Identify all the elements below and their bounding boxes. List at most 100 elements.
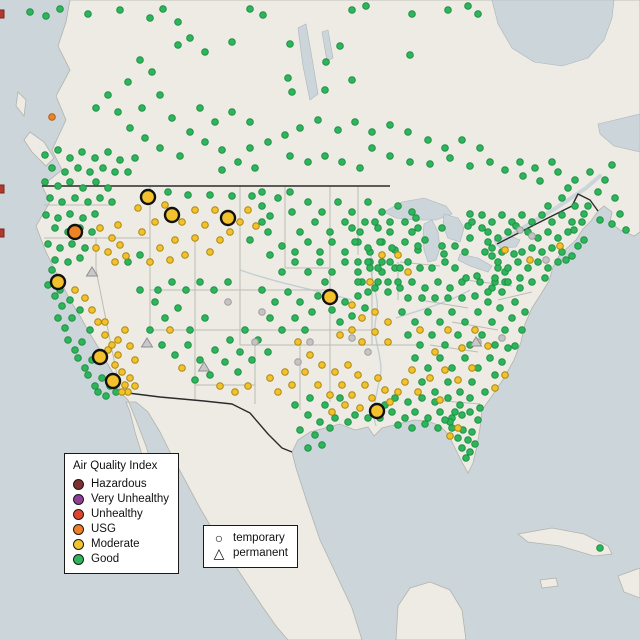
- station-dot-good[interactable]: [386, 228, 394, 236]
- station-dot-moderate[interactable]: [444, 326, 452, 334]
- station-dot-good[interactable]: [596, 544, 604, 552]
- station-dot-good[interactable]: [246, 144, 254, 152]
- station-dot-moderate[interactable]: [181, 251, 189, 259]
- station-dot-good[interactable]: [474, 10, 482, 18]
- station-dot-good[interactable]: [236, 348, 244, 356]
- station-dot-good[interactable]: [438, 224, 446, 232]
- station-dot-good[interactable]: [384, 288, 392, 296]
- station-dot-good[interactable]: [88, 228, 96, 236]
- station-dot-moderate[interactable]: [454, 376, 462, 384]
- station-dot-moderate[interactable]: [166, 326, 174, 334]
- station-dot-good[interactable]: [81, 244, 89, 252]
- station-dot-good[interactable]: [446, 154, 454, 162]
- station-dot-good[interactable]: [168, 114, 176, 122]
- station-dot-good[interactable]: [494, 234, 502, 242]
- station-dot-good[interactable]: [74, 164, 82, 172]
- station-dot-good[interactable]: [544, 202, 552, 210]
- station-dot-good[interactable]: [246, 5, 254, 13]
- station-dot-good[interactable]: [306, 394, 314, 402]
- station-dot-good[interactable]: [471, 292, 479, 300]
- station-dot-good[interactable]: [616, 210, 624, 218]
- station-dot-good[interactable]: [291, 314, 299, 322]
- station-dot-good[interactable]: [548, 158, 556, 166]
- station-dot-good[interactable]: [344, 418, 352, 426]
- station-dot-good[interactable]: [311, 218, 319, 226]
- station-dot-good[interactable]: [71, 346, 79, 354]
- station-dot-moderate[interactable]: [118, 388, 126, 396]
- station-dot-good[interactable]: [428, 264, 436, 272]
- station-dot-good[interactable]: [548, 218, 556, 226]
- station-dot-moderate[interactable]: [328, 408, 336, 416]
- station-dot-good[interactable]: [374, 264, 382, 272]
- station-dot-moderate[interactable]: [394, 251, 402, 259]
- station-dot-good[interactable]: [418, 378, 426, 386]
- station-dot-good[interactable]: [308, 308, 316, 316]
- station-dot-good[interactable]: [496, 304, 504, 312]
- station-dot-usg[interactable]: [48, 113, 56, 121]
- station-dot-good[interactable]: [259, 11, 267, 19]
- featured-station-moderate[interactable]: [139, 188, 157, 206]
- station-dot-good[interactable]: [326, 424, 334, 432]
- station-dot-good[interactable]: [68, 240, 76, 248]
- station-dot-good[interactable]: [116, 156, 124, 164]
- station-dot-good[interactable]: [491, 371, 499, 379]
- station-dot-good[interactable]: [519, 172, 527, 180]
- station-dot-good[interactable]: [318, 441, 326, 449]
- station-dot-good[interactable]: [386, 258, 394, 266]
- station-dot-moderate[interactable]: [348, 301, 356, 309]
- station-dot-good[interactable]: [421, 284, 429, 292]
- station-dot-moderate[interactable]: [371, 328, 379, 336]
- station-dot-moderate[interactable]: [344, 361, 352, 369]
- station-dot-good[interactable]: [416, 341, 424, 349]
- station-dot-good[interactable]: [378, 208, 386, 216]
- station-dot-good[interactable]: [228, 192, 236, 200]
- station-dot-good[interactable]: [304, 444, 312, 452]
- station-dot-good[interactable]: [248, 192, 256, 200]
- station-dot-good[interactable]: [54, 314, 62, 322]
- station-dot-good[interactable]: [478, 211, 486, 219]
- station-dot-moderate[interactable]: [471, 326, 479, 334]
- station-dot-good[interactable]: [478, 331, 486, 339]
- station-dot-good[interactable]: [84, 10, 92, 18]
- station-dot-good[interactable]: [341, 248, 349, 256]
- station-dot-moderate[interactable]: [366, 278, 374, 286]
- station-dot-good[interactable]: [84, 198, 92, 206]
- station-dot-good[interactable]: [116, 6, 124, 14]
- station-dot-good[interactable]: [488, 218, 496, 226]
- station-dot-good[interactable]: [404, 398, 412, 406]
- station-dot-good[interactable]: [438, 242, 446, 250]
- station-dot-good[interactable]: [136, 56, 144, 64]
- station-dot-good[interactable]: [476, 278, 484, 286]
- station-dot-moderate[interactable]: [384, 338, 392, 346]
- station-dot-good[interactable]: [394, 421, 402, 429]
- station-dot-good[interactable]: [371, 284, 379, 292]
- featured-station-moderate[interactable]: [91, 348, 109, 366]
- station-dot-moderate[interactable]: [326, 391, 334, 399]
- station-dot-moderate[interactable]: [104, 346, 112, 354]
- station-dot-good[interactable]: [196, 356, 204, 364]
- station-dot-good[interactable]: [608, 161, 616, 169]
- station-dot-good[interactable]: [376, 238, 384, 246]
- station-dot-good[interactable]: [296, 298, 304, 306]
- station-dot-good[interactable]: [421, 236, 429, 244]
- permanent-station-triangle[interactable]: [85, 266, 99, 277]
- station-dot-good[interactable]: [102, 392, 110, 400]
- station-dot-good[interactable]: [278, 242, 286, 250]
- station-dot-good[interactable]: [228, 108, 236, 116]
- station-dot-good[interactable]: [501, 166, 509, 174]
- station-dot-good[interactable]: [326, 228, 334, 236]
- station-dot-good[interactable]: [264, 348, 272, 356]
- station-dot-good[interactable]: [314, 292, 322, 300]
- station-dot-good[interactable]: [466, 162, 474, 170]
- station-dot-good[interactable]: [608, 220, 616, 228]
- station-dot-good[interactable]: [351, 118, 359, 126]
- station-dot-good[interactable]: [488, 318, 496, 326]
- station-dot-good[interactable]: [61, 324, 69, 332]
- station-dot-good[interactable]: [354, 292, 362, 300]
- station-dot-good[interactable]: [156, 144, 164, 152]
- station-dot-good[interactable]: [226, 336, 234, 344]
- station-dot-good[interactable]: [464, 2, 472, 10]
- station-dot-good[interactable]: [428, 331, 436, 339]
- station-dot-good[interactable]: [486, 158, 494, 166]
- station-dot-good[interactable]: [536, 177, 544, 185]
